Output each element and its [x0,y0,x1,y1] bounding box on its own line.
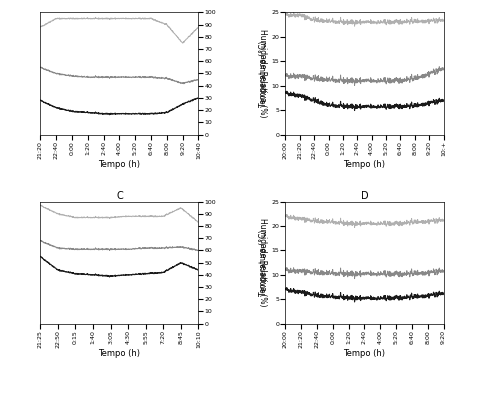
X-axis label: Tempo (h): Tempo (h) [343,349,386,358]
Title: C: C [116,191,123,201]
Y-axis label: Temperatura (°C): Temperatura (°C) [260,229,269,296]
X-axis label: Tempo (h): Tempo (h) [343,160,386,169]
Y-axis label: Humidade Relativa (%): Humidade Relativa (%) [258,29,267,118]
Title: D: D [361,191,368,201]
Y-axis label: Temperatura (°C): Temperatura (°C) [260,40,269,107]
X-axis label: Tempo (h): Tempo (h) [98,160,141,169]
Y-axis label: Humidade Relativa (%): Humidade Relativa (%) [258,218,267,307]
X-axis label: Tempo (h): Tempo (h) [98,349,141,358]
